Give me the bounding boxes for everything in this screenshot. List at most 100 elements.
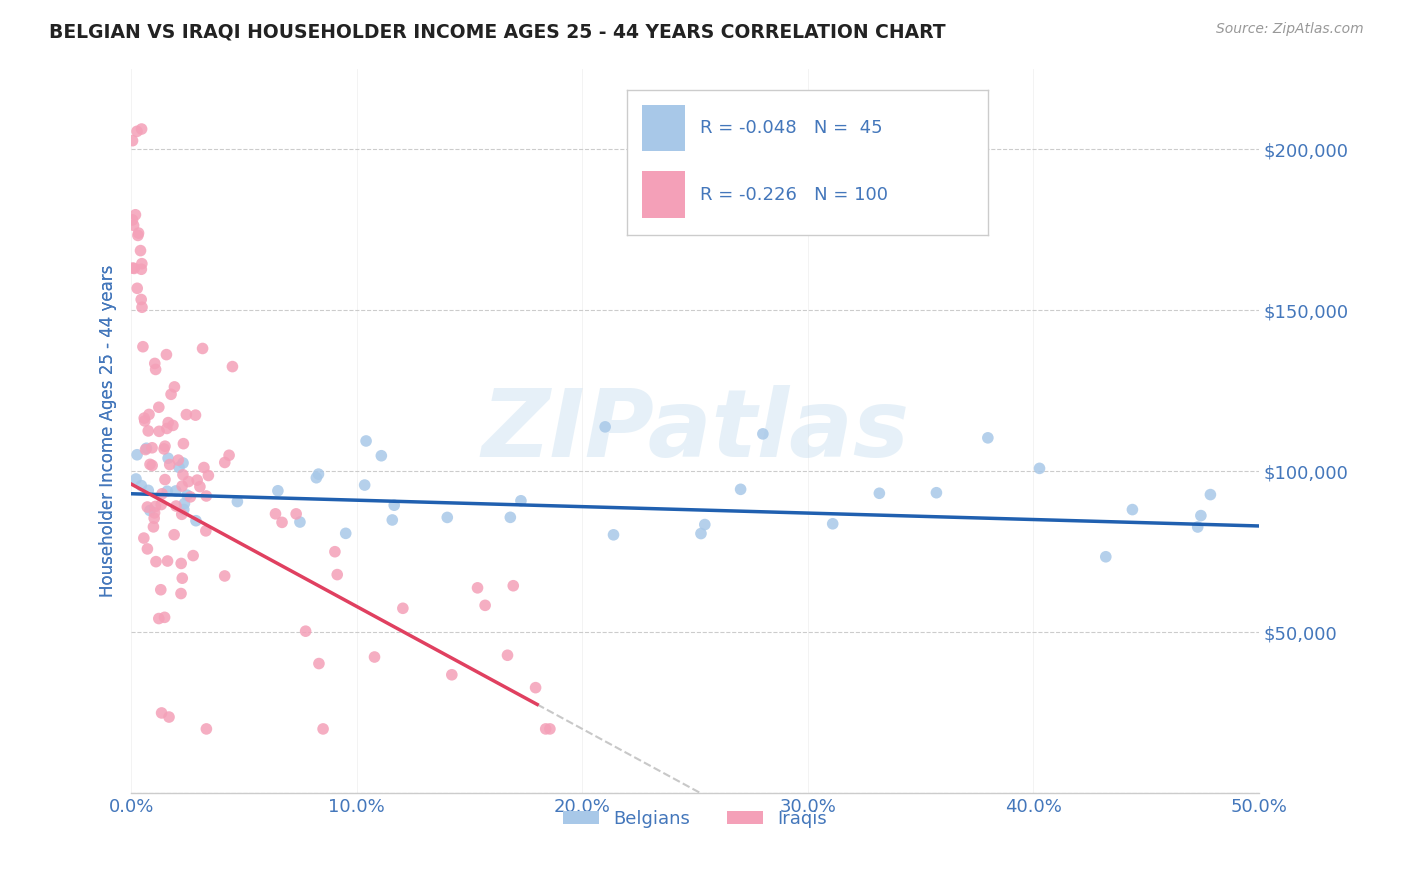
- Point: [510, 493, 533, 508]
- Point: [294, 624, 316, 639]
- Point: [752, 426, 775, 441]
- Point: [218, 448, 240, 462]
- Legend: Belgians, Iraqis: Belgians, Iraqis: [555, 803, 834, 835]
- Point: [153, 442, 176, 456]
- Point: [167, 460, 190, 475]
- Point: [157, 710, 180, 724]
- Point: [136, 500, 159, 514]
- Point: [1094, 549, 1116, 564]
- Point: [121, 260, 143, 275]
- Point: [157, 416, 180, 430]
- Point: [150, 498, 173, 512]
- Point: [499, 510, 522, 524]
- Point: [163, 527, 186, 541]
- Point: [188, 480, 211, 494]
- Point: [127, 281, 149, 295]
- Point: [167, 453, 190, 467]
- Point: [132, 340, 155, 354]
- Point: [165, 483, 187, 498]
- Point: [1121, 502, 1143, 516]
- Point: [308, 657, 330, 671]
- Point: [288, 515, 311, 529]
- Point: [135, 442, 157, 456]
- Point: [153, 473, 176, 487]
- Point: [179, 490, 201, 504]
- Point: [184, 408, 207, 422]
- Point: [125, 448, 148, 462]
- Point: [128, 226, 150, 240]
- Point: [173, 502, 195, 516]
- Point: [195, 489, 218, 503]
- Point: [163, 380, 186, 394]
- Point: [131, 257, 153, 271]
- Point: [176, 488, 198, 502]
- Point: [134, 414, 156, 428]
- Point: [143, 506, 166, 520]
- Point: [159, 458, 181, 472]
- Point: [136, 483, 159, 498]
- Point: [335, 526, 357, 541]
- Point: [172, 571, 194, 585]
- Point: [131, 300, 153, 314]
- Point: [143, 356, 166, 370]
- Point: [121, 213, 143, 227]
- Point: [172, 479, 194, 493]
- Point: [176, 408, 198, 422]
- Point: [150, 706, 173, 720]
- Point: [131, 478, 153, 492]
- Point: [1199, 487, 1222, 501]
- Point: [156, 421, 179, 435]
- Point: [129, 293, 152, 307]
- Point: [134, 411, 156, 425]
- Point: [392, 601, 415, 615]
- Point: [1028, 461, 1050, 475]
- Point: [353, 478, 375, 492]
- Point: [145, 500, 167, 514]
- Point: [141, 458, 163, 473]
- Point: [156, 484, 179, 499]
- Point: [191, 342, 214, 356]
- Point: [157, 451, 180, 466]
- Point: [135, 442, 157, 457]
- Point: [121, 134, 143, 148]
- Point: [145, 555, 167, 569]
- Point: [170, 557, 193, 571]
- Point: [693, 517, 716, 532]
- Point: [534, 722, 557, 736]
- Point: [162, 418, 184, 433]
- Point: [382, 498, 405, 512]
- Point: [264, 507, 287, 521]
- Point: [172, 436, 194, 450]
- Point: [139, 503, 162, 517]
- Point: [148, 425, 170, 439]
- Point: [496, 648, 519, 663]
- Point: [326, 567, 349, 582]
- Point: [177, 475, 200, 489]
- Point: [181, 549, 204, 563]
- Point: [308, 467, 330, 482]
- Point: [524, 681, 547, 695]
- Point: [730, 483, 752, 497]
- Point: [440, 667, 463, 681]
- Point: [170, 586, 193, 600]
- Point: [186, 473, 208, 487]
- Point: [172, 456, 194, 470]
- Point: [193, 460, 215, 475]
- Point: [593, 420, 616, 434]
- Point: [271, 516, 294, 530]
- Point: [690, 526, 713, 541]
- Point: [354, 434, 377, 448]
- Point: [363, 650, 385, 665]
- Point: [602, 528, 624, 542]
- Point: [267, 483, 290, 498]
- Point: [172, 467, 194, 482]
- Point: [381, 513, 404, 527]
- Point: [129, 244, 152, 258]
- Point: [122, 261, 145, 276]
- Point: [821, 516, 844, 531]
- Point: [868, 486, 890, 500]
- Point: [153, 610, 176, 624]
- Point: [136, 424, 159, 438]
- Point: [145, 362, 167, 376]
- Point: [305, 471, 328, 485]
